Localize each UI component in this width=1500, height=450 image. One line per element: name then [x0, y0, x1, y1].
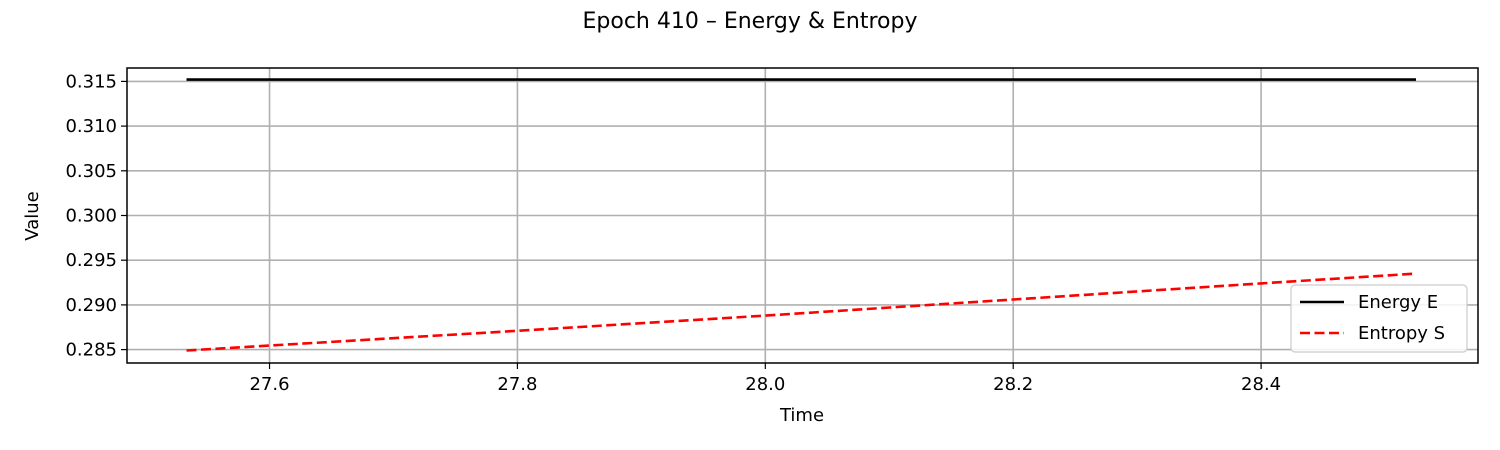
legend-label: Entropy S [1358, 323, 1445, 344]
x-tick-label: 28.4 [1241, 374, 1281, 395]
y-axis-label: Value [22, 191, 43, 240]
series-line-entropy-s [186, 272, 1417, 352]
x-axis-ticks: 27.6 27.8 28.0 28.2 28.4 [249, 363, 1281, 395]
x-tick-label: 27.6 [249, 374, 289, 395]
legend: Energy E Entropy S [1290, 284, 1468, 353]
x-tick-label: 28.0 [745, 374, 785, 395]
legend-label: Energy E [1358, 292, 1438, 313]
x-tick-label: 27.8 [497, 374, 537, 395]
y-tick-label: 0.285 [65, 340, 117, 361]
y-tick-label: 0.290 [65, 295, 117, 316]
x-tick-label: 28.2 [993, 374, 1033, 395]
y-axis-ticks: 0.285 0.290 0.295 0.300 0.305 0.310 0.315 [65, 71, 127, 361]
y-tick-label: 0.305 [65, 161, 117, 182]
y-tick-label: 0.300 [65, 206, 117, 227]
chart-title: Epoch 410 – Energy & Entropy [583, 9, 918, 34]
series-layer [186, 78, 1417, 352]
grid [127, 68, 1478, 363]
y-tick-label: 0.295 [65, 250, 117, 271]
y-tick-label: 0.315 [65, 71, 117, 92]
y-tick-label: 0.310 [65, 116, 117, 137]
x-axis-label: Time [779, 405, 824, 426]
